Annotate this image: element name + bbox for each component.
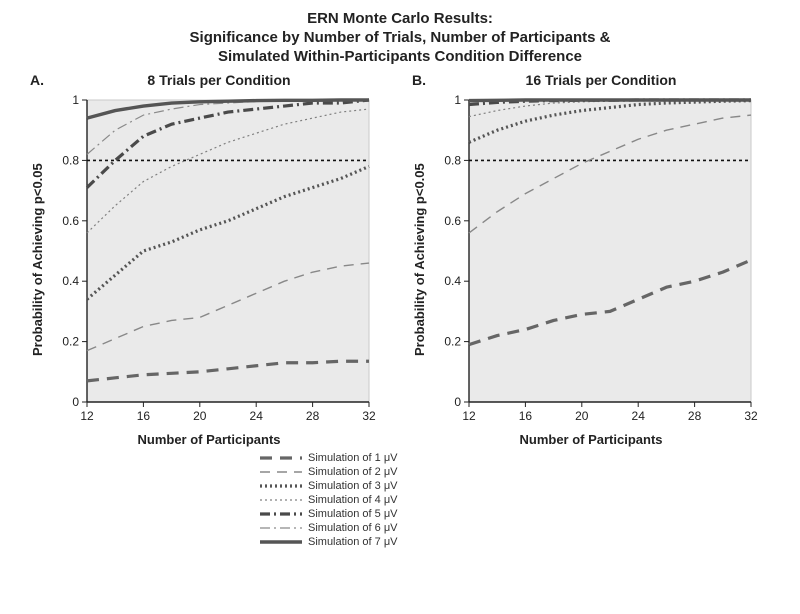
panel-letter: A. (30, 72, 44, 88)
y-tick-label: 0.6 (444, 214, 461, 228)
x-tick-label: 24 (250, 409, 264, 423)
legend-label: Simulation of 4 μV (308, 494, 398, 506)
legend-swatch (260, 466, 302, 478)
legend-swatch (260, 536, 302, 548)
legend-swatch (260, 494, 302, 506)
y-tick-label: 0 (72, 395, 79, 409)
legend-label: Simulation of 2 μV (308, 466, 398, 478)
y-axis-label: Probability of Achieving p<0.05 (412, 90, 427, 430)
plot-background (87, 100, 369, 402)
legend: Simulation of 1 μV Simulation of 2 μV Simu… (260, 451, 560, 549)
x-tick-label: 32 (362, 409, 376, 423)
title-line: Simulated Within-Participants Condition … (12, 48, 788, 67)
panel: A. 8 Trials per Condition Probability of A… (30, 72, 388, 447)
y-tick-label: 1 (454, 93, 461, 107)
legend-swatch (260, 508, 302, 520)
plot-svg: 0 0.2 0.4 0.6 0.8 1 12 16 20 24 28 32 (47, 90, 377, 430)
legend-row: Simulation of 2 μV (260, 465, 560, 479)
plot-svg: 0 0.2 0.4 0.6 0.8 1 12 16 20 24 28 32 (429, 90, 759, 430)
legend-label: Simulation of 1 μV (308, 452, 398, 464)
title-line: Significance by Number of Trials, Number… (12, 29, 788, 48)
y-tick-label: 0 (454, 395, 461, 409)
legend-label: Simulation of 7 μV (308, 536, 398, 548)
y-tick-label: 0.2 (62, 335, 79, 349)
x-tick-label: 20 (193, 409, 207, 423)
legend-label: Simulation of 3 μV (308, 480, 398, 492)
y-tick-label: 0.4 (62, 274, 79, 288)
legend-row: Simulation of 6 μV (260, 521, 560, 535)
x-tick-label: 16 (519, 409, 533, 423)
legend-row: Simulation of 5 μV (260, 507, 560, 521)
panel: B. 16 Trials per Condition Probability of … (412, 72, 770, 447)
panel-subtitle: 8 Trials per Condition (50, 72, 388, 88)
plot-background (469, 100, 751, 402)
title-line: ERN Monte Carlo Results: (12, 10, 788, 29)
legend-row: Simulation of 4 μV (260, 493, 560, 507)
panel-row: A. 8 Trials per Condition Probability of A… (12, 72, 788, 447)
y-tick-label: 0.2 (444, 335, 461, 349)
panel-subtitle: 16 Trials per Condition (432, 72, 770, 88)
y-tick-label: 0.8 (62, 154, 79, 168)
legend-swatch (260, 452, 302, 464)
legend-swatch (260, 480, 302, 492)
x-tick-label: 20 (575, 409, 589, 423)
x-tick-label: 12 (80, 409, 94, 423)
legend-row: Simulation of 7 μV (260, 535, 560, 549)
y-tick-label: 0.6 (62, 214, 79, 228)
legend-label: Simulation of 6 μV (308, 522, 398, 534)
figure-title: ERN Monte Carlo Results:Significance by … (12, 10, 788, 66)
y-tick-label: 1 (72, 93, 79, 107)
panel-letter: B. (412, 72, 426, 88)
figure: ERN Monte Carlo Results:Significance by … (0, 0, 800, 614)
x-tick-label: 16 (137, 409, 151, 423)
legend-row: Simulation of 1 μV (260, 451, 560, 465)
x-tick-label: 28 (306, 409, 320, 423)
x-tick-label: 24 (632, 409, 646, 423)
legend-label: Simulation of 5 μV (308, 508, 398, 520)
x-tick-label: 32 (744, 409, 758, 423)
x-axis-label: Number of Participants (412, 432, 770, 447)
y-axis-label: Probability of Achieving p<0.05 (30, 90, 45, 430)
series-line (469, 100, 751, 101)
x-axis-label: Number of Participants (30, 432, 388, 447)
x-tick-label: 12 (462, 409, 476, 423)
legend-swatch (260, 522, 302, 534)
legend-row: Simulation of 3 μV (260, 479, 560, 493)
x-tick-label: 28 (688, 409, 702, 423)
y-tick-label: 0.8 (444, 154, 461, 168)
y-tick-label: 0.4 (444, 274, 461, 288)
